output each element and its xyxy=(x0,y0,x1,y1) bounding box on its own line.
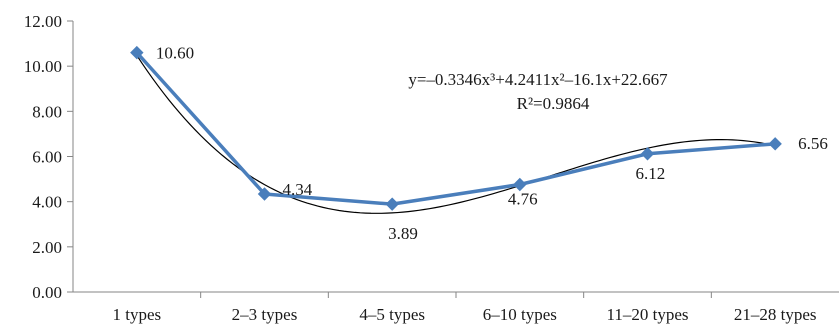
data-point-marker xyxy=(640,147,655,161)
x-tick-label: 2–3 types xyxy=(232,305,298,324)
trendline-r-squared: R²=0.9864 xyxy=(517,94,590,113)
x-tick-label: 6–10 types xyxy=(483,305,557,324)
y-tick-label: 2.00 xyxy=(32,238,62,257)
y-tick-label: 8.00 xyxy=(32,102,62,121)
data-label: 10.60 xyxy=(156,44,194,63)
data-point-marker xyxy=(385,197,399,211)
data-point-marker xyxy=(513,177,527,192)
series-line xyxy=(135,51,776,206)
data-label: 3.89 xyxy=(388,224,418,243)
x-tick-label: 4–5 types xyxy=(359,305,425,324)
data-label: 6.12 xyxy=(636,164,666,183)
data-label: 4.76 xyxy=(508,190,538,209)
y-tick-label: 12.00 xyxy=(24,12,62,31)
y-tick-label: 10.00 xyxy=(24,57,62,76)
data-point-marker xyxy=(768,137,782,151)
axes-layer: 0.00 2.00 4.00 6.00 8.00 10.00 12.00 1 types 2–3… xyxy=(24,12,839,324)
x-tick-label: 21–28 types xyxy=(734,305,817,324)
y-tick-label: 0.00 xyxy=(32,283,62,302)
data-labels-layer: 10.60 4.34 3.89 4.76 6.12 6.56 xyxy=(156,44,828,244)
series-layer xyxy=(130,45,782,211)
x-tick-label: 11–20 types xyxy=(606,305,688,324)
data-point-marker xyxy=(257,187,272,201)
data-point-marker xyxy=(130,45,144,60)
data-label: 6.56 xyxy=(798,134,828,153)
y-tick-label: 4.00 xyxy=(32,193,62,212)
x-tick-label: 1 types xyxy=(113,305,162,324)
data-label: 4.34 xyxy=(283,180,313,199)
trendline-equation: y=–0.3346x³+4.2411x²–16.1x+22.667 xyxy=(408,70,668,89)
y-tick-label: 6.00 xyxy=(32,148,62,167)
